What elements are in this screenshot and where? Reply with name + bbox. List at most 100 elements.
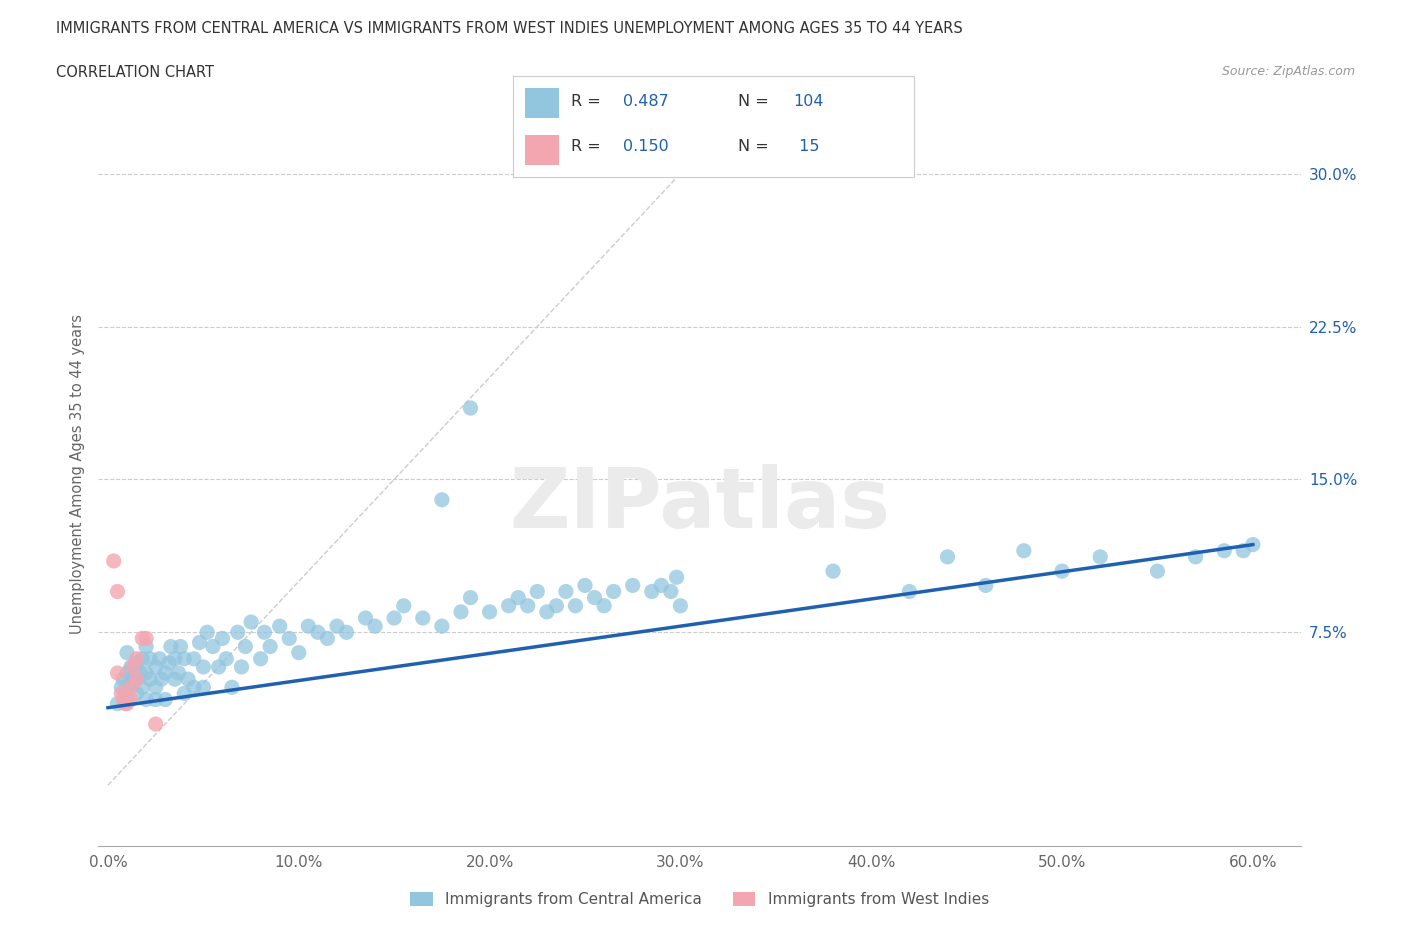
Point [508,591,530,605]
Point [183,680,205,695]
Point [326,618,349,633]
Point [115,666,138,681]
Point [307,625,329,640]
Point [103,553,125,568]
Point [120,676,142,691]
Point [564,598,586,613]
Point [145,716,167,731]
Point [1232,543,1254,558]
Point [583,591,606,605]
Point [125,671,148,686]
Point [554,584,576,599]
Point [665,570,688,585]
Point [125,686,148,701]
Point [430,618,453,633]
Text: ZIPatlas: ZIPatlas [509,463,890,545]
Point [120,680,142,695]
Point [460,591,482,605]
Point [498,598,520,613]
Point [139,671,162,686]
Point [259,639,281,654]
Point [226,625,249,640]
Point [120,692,142,707]
Point [335,625,357,640]
Point [148,651,170,666]
Point [131,651,153,666]
Text: R =: R = [571,94,606,110]
Point [249,651,271,666]
Point [231,659,253,674]
Point [107,584,129,599]
Point [253,625,276,640]
Text: IMMIGRANTS FROM CENTRAL AMERICA VS IMMIGRANTS FROM WEST INDIES UNEMPLOYMENT AMON: IMMIGRANTS FROM CENTRAL AMERICA VS IMMIG… [56,21,963,36]
Point [478,604,501,619]
Text: CORRELATION CHART: CORRELATION CHART [56,65,214,80]
Point [215,651,238,666]
Point [574,578,596,592]
Point [1012,543,1035,558]
Point [412,611,434,626]
Point [1146,564,1168,578]
Legend: Immigrants from Central America, Immigrants from West Indies: Immigrants from Central America, Immigra… [404,885,995,913]
Point [546,598,568,613]
Point [139,651,162,666]
Point [112,671,135,686]
Point [450,604,472,619]
Point [129,666,152,681]
Point [115,697,138,711]
Point [131,680,153,695]
Text: 0.487: 0.487 [623,94,669,110]
Point [208,659,231,674]
Point [1050,564,1073,578]
Point [145,680,167,695]
Point [392,598,415,613]
Text: Source: ZipAtlas.com: Source: ZipAtlas.com [1222,65,1355,78]
Point [125,671,148,686]
Point [516,598,538,613]
Point [115,645,138,660]
Point [114,686,136,701]
Point [163,651,186,666]
Point [135,666,157,681]
Point [269,618,291,633]
Point [593,598,616,613]
Point [155,666,177,681]
Point [650,578,672,592]
FancyBboxPatch shape [526,135,560,165]
Point [188,635,211,650]
Point [354,611,377,626]
Text: N =: N = [738,94,773,110]
Point [974,578,997,592]
Point [316,631,339,645]
Point [135,692,157,707]
Text: 104: 104 [793,94,824,110]
Point [382,611,405,626]
Point [110,680,132,695]
Text: N =: N = [738,140,773,154]
Point [121,659,143,674]
Point [221,680,243,695]
Point [364,618,387,633]
Point [233,639,256,654]
Point [201,639,224,654]
Text: 0.150: 0.150 [623,140,669,154]
Point [1241,538,1264,552]
Point [155,692,177,707]
Point [193,659,215,674]
Point [183,651,205,666]
Point [145,659,167,674]
Point [536,604,558,619]
Point [936,550,959,565]
Point [177,671,200,686]
Point [173,651,195,666]
Point [430,492,453,507]
Point [173,686,195,701]
Point [460,401,482,416]
Point [114,697,136,711]
Point [297,618,319,633]
Point [1213,543,1236,558]
Point [669,598,692,613]
Point [110,686,132,701]
Point [287,645,309,660]
Point [169,639,191,654]
